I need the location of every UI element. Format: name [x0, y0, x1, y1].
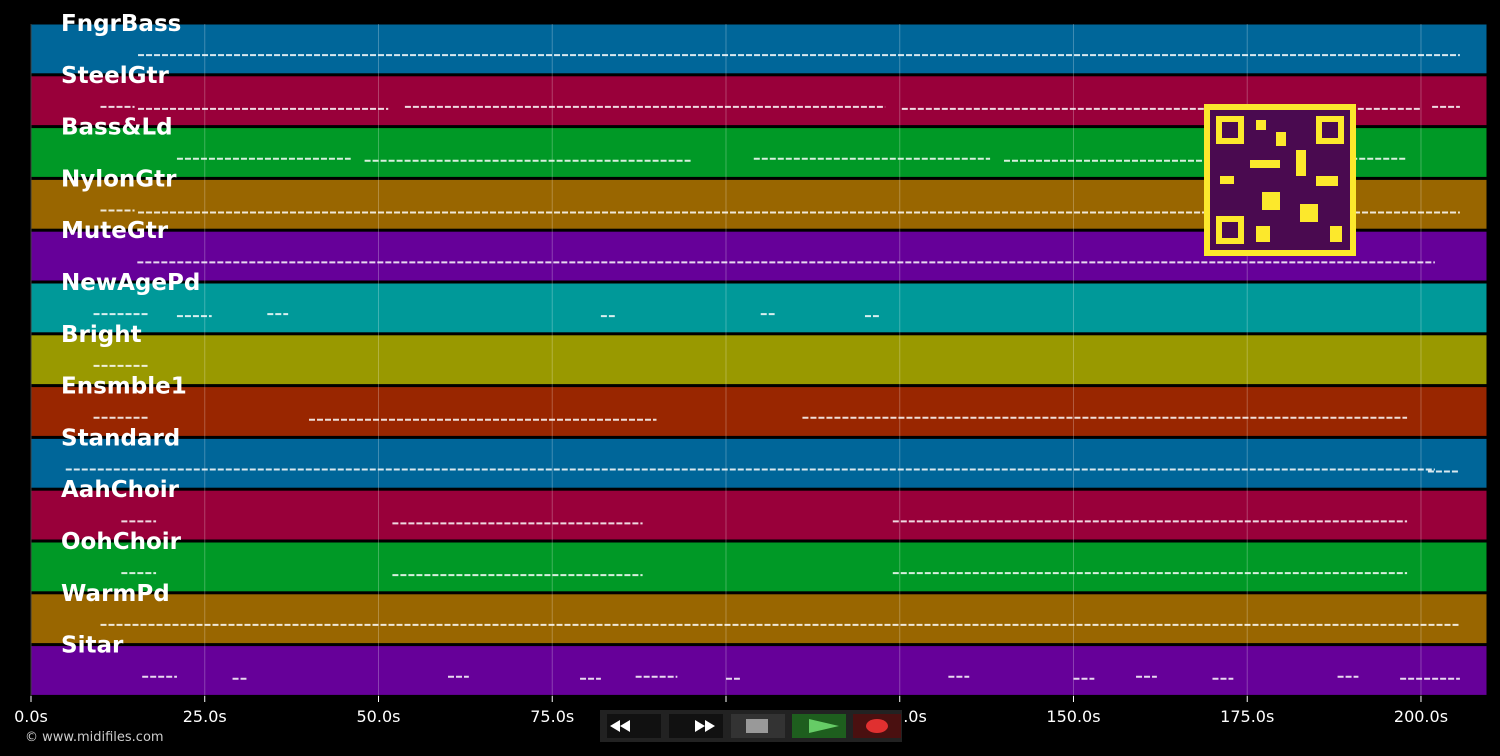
- track-name: Sitar: [61, 633, 124, 659]
- transport: [600, 710, 902, 742]
- track-band: [30, 23, 1488, 75]
- copyright: © www.midifiles.com: [25, 730, 164, 745]
- track-name: NewAgePd: [61, 270, 200, 296]
- rewind-button[interactable]: [607, 714, 661, 738]
- track-name: NylonGtr: [61, 166, 177, 192]
- tick-label: 50.0s: [357, 707, 401, 726]
- track-name: Standard: [61, 425, 180, 451]
- stop-button[interactable]: [731, 714, 785, 738]
- play-button[interactable]: [792, 714, 846, 738]
- track-band: [30, 334, 1488, 386]
- track-name: Ensmble1: [61, 374, 187, 400]
- tick-label: 25.0s: [183, 707, 227, 726]
- track-band: [30, 645, 1488, 696]
- tick-label: 75.0s: [530, 707, 574, 726]
- track-band: [30, 541, 1488, 593]
- notes: [65, 54, 1460, 680]
- track-band: [30, 282, 1488, 334]
- tick-label: 150.0s: [1046, 707, 1100, 726]
- qr-code: [1204, 104, 1356, 256]
- track-name: MuteGtr: [61, 218, 169, 244]
- track-band: [30, 386, 1488, 437]
- record-button[interactable]: [853, 714, 901, 738]
- track-name: OohChoir: [61, 529, 182, 555]
- grid: [30, 24, 1422, 696]
- tick-label: 175.0s: [1220, 707, 1274, 726]
- track-band: [30, 593, 1488, 645]
- track-name: Bass&Ld: [61, 115, 173, 141]
- track-name: FngrBass: [61, 11, 181, 37]
- track-name: SteelGtr: [61, 63, 170, 89]
- time-axis: 0.0s25.0s50.0s75.0s100.0s125.0s150.0s175…: [14, 696, 1448, 726]
- track-name: WarmPd: [61, 581, 170, 607]
- forward-button[interactable]: [669, 714, 723, 738]
- tick-label: 0.0s: [14, 707, 48, 726]
- track-name: Bright: [61, 322, 142, 348]
- track-band: [30, 437, 1488, 489]
- track-name: AahChoir: [61, 477, 180, 503]
- track-labels: FngrBass SteelGtr Bass&Ld NylonGtr MuteGtr Ne…: [61, 11, 200, 659]
- track-band: [30, 489, 1488, 541]
- tick-label: 200.0s: [1394, 707, 1448, 726]
